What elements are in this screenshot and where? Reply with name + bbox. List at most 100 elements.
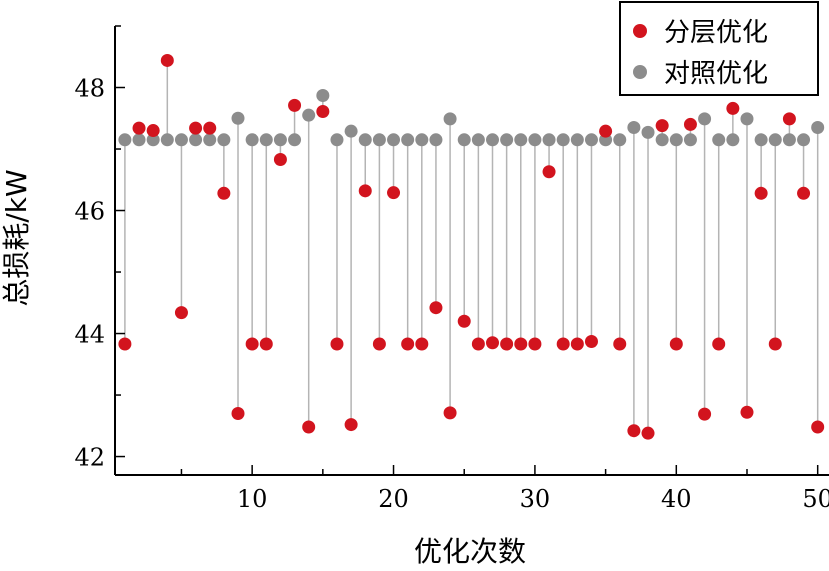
x-axis-title: 优化次数 <box>414 535 526 568</box>
control-point <box>712 133 726 147</box>
layered-point <box>683 117 697 131</box>
control-point <box>655 133 669 147</box>
y-tick-label: 42 <box>74 444 105 472</box>
control-point <box>726 133 740 147</box>
control-point <box>288 133 302 147</box>
legend-box <box>619 1 819 96</box>
layered-point <box>542 165 556 179</box>
control-point <box>683 133 697 147</box>
layered-point <box>655 119 669 133</box>
layered-point <box>288 98 302 112</box>
control-point <box>174 133 188 147</box>
layered-point <box>330 337 344 351</box>
control-point <box>457 133 471 147</box>
legend: 分层优化 对照优化 <box>619 1 819 96</box>
layered-point <box>669 337 683 351</box>
legend-marker-control <box>633 65 647 79</box>
layered-point <box>273 152 287 166</box>
layered-point <box>712 337 726 351</box>
y-tick-label: 44 <box>74 321 105 349</box>
control-point <box>118 133 132 147</box>
control-point <box>160 133 174 147</box>
x-tick-label: 20 <box>378 485 409 513</box>
control-point <box>146 133 160 147</box>
layered-point <box>231 406 245 420</box>
x-tick-label: 40 <box>661 485 692 513</box>
layered-point <box>528 337 542 351</box>
control-point <box>429 133 443 147</box>
layered-point <box>471 337 485 351</box>
layered-point <box>500 337 514 351</box>
x-tick-label: 30 <box>520 485 551 513</box>
layered-point <box>584 335 598 349</box>
x-tick-label: 10 <box>237 485 268 513</box>
layered-point <box>613 337 627 351</box>
legend-label-layered: 分层优化 <box>664 18 768 48</box>
control-point <box>500 133 514 147</box>
control-point <box>797 133 811 147</box>
layered-point <box>160 53 174 67</box>
control-point <box>669 133 683 147</box>
control-point <box>542 133 556 147</box>
control-point <box>641 125 655 139</box>
control-point <box>627 120 641 134</box>
control-point <box>316 89 330 103</box>
layered-point <box>387 186 401 200</box>
control-point <box>344 124 358 138</box>
control-point <box>245 133 259 147</box>
control-point <box>754 133 768 147</box>
layered-point <box>189 121 203 135</box>
layered-point <box>203 121 217 135</box>
control-point <box>528 133 542 147</box>
layered-point <box>514 337 528 351</box>
legend-label-control: 对照优化 <box>664 59 768 89</box>
layered-point <box>344 418 358 432</box>
layered-point <box>316 104 330 118</box>
layered-point <box>245 337 259 351</box>
control-point <box>443 112 457 126</box>
layered-point <box>443 406 457 420</box>
control-point <box>584 133 598 147</box>
layered-point <box>429 301 443 315</box>
layered-point <box>599 124 613 138</box>
control-point <box>330 133 344 147</box>
layered-point <box>740 405 754 419</box>
control-point <box>372 133 386 147</box>
layered-point <box>132 121 146 135</box>
layered-point <box>570 337 584 351</box>
y-tick-label: 46 <box>74 198 105 226</box>
control-point <box>273 133 287 147</box>
layered-point <box>811 420 825 434</box>
layered-point <box>118 337 132 351</box>
control-point <box>132 133 146 147</box>
control-point <box>387 133 401 147</box>
layered-point <box>358 184 372 198</box>
control-point <box>556 133 570 147</box>
control-point <box>486 133 500 147</box>
layered-point <box>768 337 782 351</box>
control-point <box>570 133 584 147</box>
control-point <box>782 133 796 147</box>
layered-point <box>457 314 471 328</box>
layered-point <box>698 407 712 421</box>
layered-point <box>217 186 231 200</box>
control-point <box>302 108 316 122</box>
control-point <box>401 133 415 147</box>
x-tick-label: 50 <box>802 485 829 513</box>
control-point <box>698 112 712 126</box>
layered-point <box>627 424 641 438</box>
layered-point <box>754 186 768 200</box>
layered-point <box>726 101 740 115</box>
layered-point <box>302 420 316 434</box>
layered-point <box>486 336 500 350</box>
control-point <box>811 120 825 134</box>
control-point <box>740 112 754 126</box>
layered-point <box>401 337 415 351</box>
layered-point <box>372 337 386 351</box>
control-point <box>189 133 203 147</box>
layered-point <box>797 186 811 200</box>
y-tick-label: 48 <box>74 75 105 103</box>
axes: 10 20 30 40 50 42 44 46 48 <box>74 25 829 513</box>
layered-point <box>556 337 570 351</box>
control-point <box>514 133 528 147</box>
